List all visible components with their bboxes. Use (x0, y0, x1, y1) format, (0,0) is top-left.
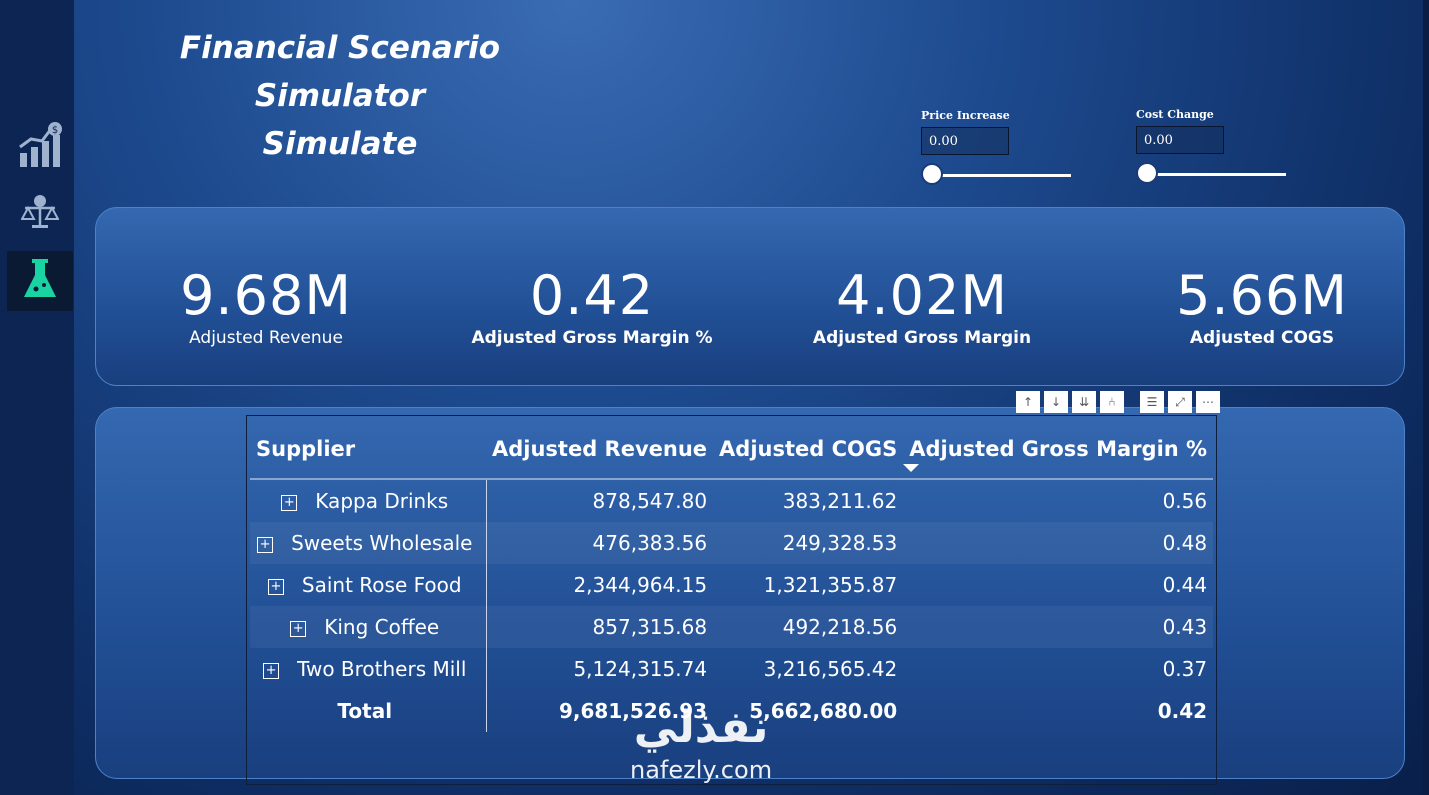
nav-item-simulate[interactable] (7, 251, 73, 311)
double-arrow-down-icon[interactable]: ⇊ (1072, 391, 1096, 413)
kpi-value: 0.42 (529, 264, 655, 327)
margin-cell: 0.43 (903, 606, 1214, 648)
watermark-arabic: نفذلي (633, 702, 770, 753)
matrix-visual-frame[interactable] (246, 415, 1217, 785)
cogs-cell: 1,321,355.87 (763, 573, 898, 597)
header-label: Adjusted Gross Margin % (909, 437, 1208, 461)
supplier-name: Two Brothers Mill (297, 657, 467, 681)
growth-chart-icon: $ (17, 121, 63, 173)
right-edge (1423, 0, 1429, 795)
kpi-panel: 9.68M Adjusted Revenue 0.42 Adjusted Gro… (95, 207, 1405, 386)
table-row: + Two Brothers Mill 5,124,315.74 3,216,56… (250, 648, 1213, 690)
cost-change-parameter: Cost Change 0.00 (1136, 108, 1286, 186)
supplier-cell: + Kappa Drinks (250, 479, 487, 522)
header-adjusted-revenue[interactable]: Adjusted Revenue (486, 420, 714, 480)
expand-icon[interactable]: + (257, 536, 274, 553)
expand-icon[interactable]: + (290, 620, 307, 637)
kpi-adjusted-gross-margin-pct: 0.42 Adjusted Gross Margin % (442, 264, 742, 349)
nav-item-balance[interactable] (7, 184, 73, 244)
header-adjusted-cogs[interactable]: Adjusted COGS (713, 420, 904, 480)
cost-change-slider[interactable] (1136, 162, 1286, 186)
margin-cell: 0.37 (1162, 657, 1208, 681)
sort-descending-icon (903, 464, 920, 472)
total-row: Total 9,681,526.93 5,662,680.00 0.42 (250, 690, 1213, 732)
supplier-name: Saint Rose Food (301, 573, 462, 597)
kpi-value: 4.02M (836, 264, 1008, 327)
table-row: + Kappa Drinks 878,547.80 383,211.62 0.56 (250, 479, 1213, 522)
kpi-adjusted-revenue: 9.68M Adjusted Revenue (116, 264, 416, 349)
table-row: + Saint Rose Food 2,344,964.15 1,321,355.… (250, 564, 1213, 606)
arrow-down-icon[interactable]: ↓ (1044, 391, 1068, 413)
cogs-cell: 249,328.53 (713, 522, 904, 564)
supplier-cell: + Two Brothers Mill (250, 648, 487, 690)
price-increase-label: Price Increase (921, 109, 1010, 122)
supplier-matrix: Supplier Adjusted Revenue Adjusted COGS … (250, 420, 1214, 732)
revenue-cell: 476,383.56 (486, 522, 714, 564)
visual-header-toolbar: ↑ ↓ ⇊ ⑃ ☰ ⤢ ⋯ (1016, 391, 1220, 413)
title-line-3: Simulate (262, 126, 418, 162)
revenue-cell: 5,124,315.74 (573, 657, 708, 681)
cost-change-label: Cost Change (1136, 108, 1214, 121)
revenue-cell: 878,547.80 (592, 489, 708, 513)
kpi-value: 9.68M (180, 264, 352, 327)
expand-icon[interactable]: + (267, 578, 284, 595)
revenue-cell: 857,315.68 (486, 606, 714, 648)
sidebar: $ (0, 0, 74, 795)
slider-thumb[interactable] (921, 163, 943, 185)
margin-cell: 0.44 (1162, 573, 1208, 597)
header-adjusted-gross-margin-pct[interactable]: Adjusted Gross Margin % (903, 420, 1214, 480)
total-label: Total (250, 690, 487, 732)
supplier-name: King Coffee (324, 615, 440, 639)
cogs-cell: 492,218.56 (713, 606, 904, 648)
supplier-name: Kappa Drinks (315, 489, 449, 513)
watermark: نفذلي nafezly.com (630, 700, 772, 784)
kpi-adjusted-cogs: 5.66M Adjusted COGS (1112, 264, 1412, 349)
slider-track (931, 174, 1071, 177)
margin-cell: 0.48 (903, 522, 1214, 564)
price-increase-parameter: Price Increase 0.00 (921, 109, 1071, 187)
title-line-2: Simulator (254, 78, 426, 114)
page-title: Financial Scenario Simulator Simulate (170, 24, 510, 168)
total-revenue: 9,681,526.93 (559, 699, 708, 723)
price-increase-slider[interactable] (921, 163, 1071, 187)
arrow-up-icon[interactable]: ↑ (1016, 391, 1040, 413)
supplier-name: Sweets Wholesale (291, 531, 473, 555)
margin-cell: 0.56 (1162, 489, 1208, 513)
header-supplier[interactable]: Supplier (250, 420, 486, 480)
cost-change-input[interactable]: 0.00 (1136, 126, 1224, 154)
kpi-value: 5.66M (1176, 264, 1348, 327)
table-row: + Sweets Wholesale 476,383.56 249,328.53 … (250, 522, 1214, 564)
title-line-1: Financial Scenario (179, 30, 501, 66)
cogs-cell: 3,216,565.42 (763, 657, 898, 681)
watermark-latin: nafezly.com (630, 756, 773, 784)
expand-icon[interactable]: + (263, 662, 280, 679)
kpi-adjusted-gross-margin: 4.02M Adjusted Gross Margin (772, 264, 1072, 349)
price-increase-input[interactable]: 0.00 (921, 127, 1009, 155)
total-cogs: 5,662,680.00 (749, 699, 898, 723)
more-options-icon[interactable]: ⋯ (1196, 391, 1220, 413)
supplier-cell: + Sweets Wholesale (250, 522, 487, 564)
table-row: + King Coffee 857,315.68 492,218.56 0.43 (250, 606, 1214, 648)
kpi-label: Adjusted Revenue (189, 328, 343, 348)
slider-thumb[interactable] (1136, 162, 1158, 184)
svg-text:$: $ (52, 125, 58, 136)
kpi-label: Adjusted Gross Margin % (471, 328, 713, 348)
kpi-label: Adjusted Gross Margin (812, 328, 1032, 348)
expand-icon[interactable]: + (281, 494, 298, 511)
nav-item-overview[interactable]: $ (7, 117, 73, 177)
focus-mode-icon[interactable]: ⤢ (1168, 391, 1192, 413)
expand-hierarchy-icon[interactable]: ⑃ (1100, 391, 1124, 413)
slider-track (1146, 173, 1286, 176)
kpi-label: Adjusted COGS (1189, 328, 1335, 348)
scale-icon (20, 194, 60, 234)
filter-icon[interactable]: ☰ (1140, 391, 1164, 413)
supplier-cell: + Saint Rose Food (250, 564, 487, 606)
cogs-cell: 383,211.62 (782, 489, 898, 513)
total-margin: 0.42 (1157, 699, 1208, 723)
flask-icon (22, 257, 58, 305)
supplier-cell: + King Coffee (250, 606, 487, 648)
revenue-cell: 2,344,964.15 (573, 573, 708, 597)
